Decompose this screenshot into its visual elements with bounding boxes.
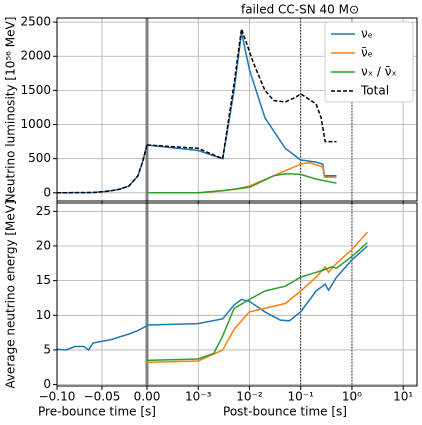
series-line: [146, 32, 337, 177]
y-tick-label: 2500: [20, 15, 51, 29]
x-tick-label: 0.00: [134, 390, 161, 404]
y-tick-label: 10: [36, 308, 51, 322]
y-tick-label: 1500: [20, 83, 51, 97]
plot-frame: [56, 17, 418, 202]
x-tick-label: −0.05: [84, 390, 121, 404]
x-tick-label: 10⁻²: [236, 390, 263, 404]
y-tick-label: 20: [36, 238, 51, 252]
x-axis-label: Post-bounce time [s]: [223, 405, 347, 419]
y-tick-label: 1000: [20, 117, 51, 131]
series-line: [56, 144, 148, 194]
x-tick-label: 10⁻¹: [288, 390, 315, 404]
y-axis-label: Average neutrino energy [MeV]: [4, 200, 18, 388]
y-tick-label: 2000: [20, 49, 51, 63]
x-tick-label: 10⁰: [342, 390, 362, 404]
x-tick-label: 10⁻³: [185, 390, 212, 404]
series-line: [146, 231, 368, 364]
legend-label: νₓ / ν̄ₓ: [361, 65, 397, 79]
legend-label: νₑ: [361, 27, 373, 41]
legend-label: ν̄ₑ: [361, 46, 373, 60]
y-tick-label: 25: [36, 204, 51, 218]
legend-label: Total: [360, 84, 389, 98]
y-tick-label: 0: [43, 377, 51, 391]
series-line: [146, 28, 337, 160]
series-line: [147, 172, 337, 194]
x-tick-label: −0.10: [39, 390, 76, 404]
y-tick-label: 5: [43, 342, 51, 356]
legend-box: [324, 21, 414, 103]
series-line: [56, 325, 148, 352]
series-line: [146, 245, 368, 326]
plot-frame: [56, 202, 418, 387]
y-axis-label: Neutrino luminosity [10⁵⁶ MeV]: [4, 17, 18, 203]
chart-title: failed CC-SN 40 M⊙: [241, 3, 359, 17]
y-tick-label: 15: [36, 273, 51, 287]
y-tick-label: 500: [28, 151, 51, 165]
x-tick-label: 10¹: [393, 390, 413, 404]
y-tick-label: 0: [43, 185, 51, 199]
series-line: [146, 241, 368, 362]
x-axis-label: Pre-bounce time [s]: [38, 405, 156, 419]
